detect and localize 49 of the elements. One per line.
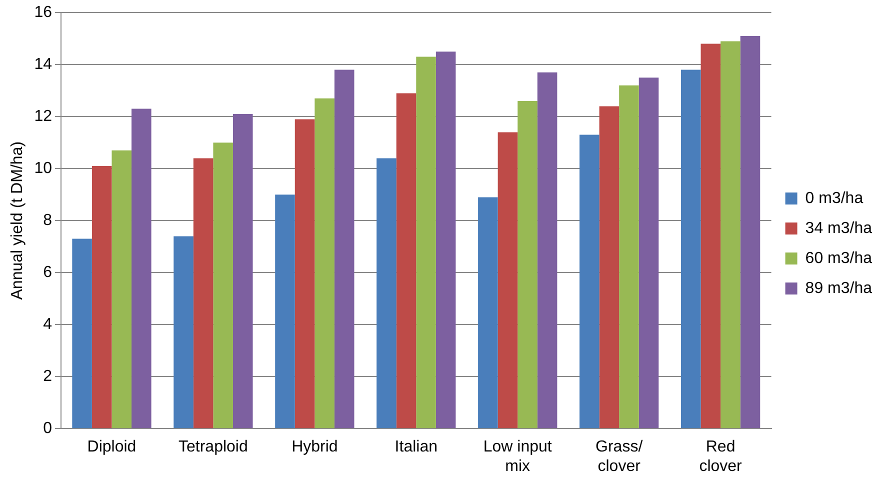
bar — [112, 150, 132, 428]
bar — [396, 93, 416, 428]
legend-label: 60 m3/ha — [805, 250, 872, 267]
x-tick-label: Low input mix — [483, 438, 552, 475]
bar — [72, 238, 92, 428]
bar — [700, 44, 721, 428]
bar — [680, 70, 701, 428]
bar — [314, 98, 334, 428]
bar — [132, 108, 152, 428]
y-tick-label: 10 — [34, 160, 52, 178]
legend-label: 34 m3/ha — [805, 220, 872, 237]
legend-label: 89 m3/ha — [805, 280, 872, 297]
y-tick-label: 8 — [43, 212, 52, 230]
y-tick-label: 6 — [43, 264, 52, 282]
y-tick-label: 14 — [34, 56, 52, 74]
bar — [92, 166, 112, 428]
bar — [619, 85, 639, 428]
bar — [720, 41, 740, 428]
x-tick-label: Red clover — [699, 438, 743, 475]
bar — [376, 158, 396, 428]
x-tick-label: Hybrid — [292, 438, 338, 456]
x-tick-label: Italian — [394, 438, 438, 456]
bar — [436, 52, 456, 428]
bar — [638, 78, 659, 428]
bar — [498, 132, 518, 428]
x-tick-label: Diploid — [87, 438, 136, 456]
y-tick-label: 4 — [43, 316, 52, 334]
y-axis-title: Annual yield (t DM/ha) — [9, 141, 26, 300]
bar — [294, 119, 315, 428]
bar — [213, 142, 233, 428]
bar — [599, 106, 620, 428]
bar — [518, 101, 538, 428]
x-tick-label: Grass/ clover — [596, 438, 644, 475]
bar — [334, 70, 354, 428]
bar — [478, 197, 498, 428]
x-tick-label: Tetraploid — [178, 438, 248, 456]
bar — [740, 36, 760, 428]
y-tick-label: 2 — [43, 368, 52, 386]
y-tick-label: 12 — [34, 108, 52, 126]
legend-label: 0 m3/ha — [805, 190, 864, 207]
bar — [174, 236, 194, 428]
bar — [537, 72, 558, 428]
bar — [416, 56, 436, 428]
bar — [193, 158, 214, 428]
y-tick-label: 0 — [43, 420, 52, 438]
y-tick-label: 16 — [34, 4, 52, 22]
bar — [275, 194, 295, 428]
bar — [232, 114, 253, 428]
bar — [580, 134, 600, 428]
